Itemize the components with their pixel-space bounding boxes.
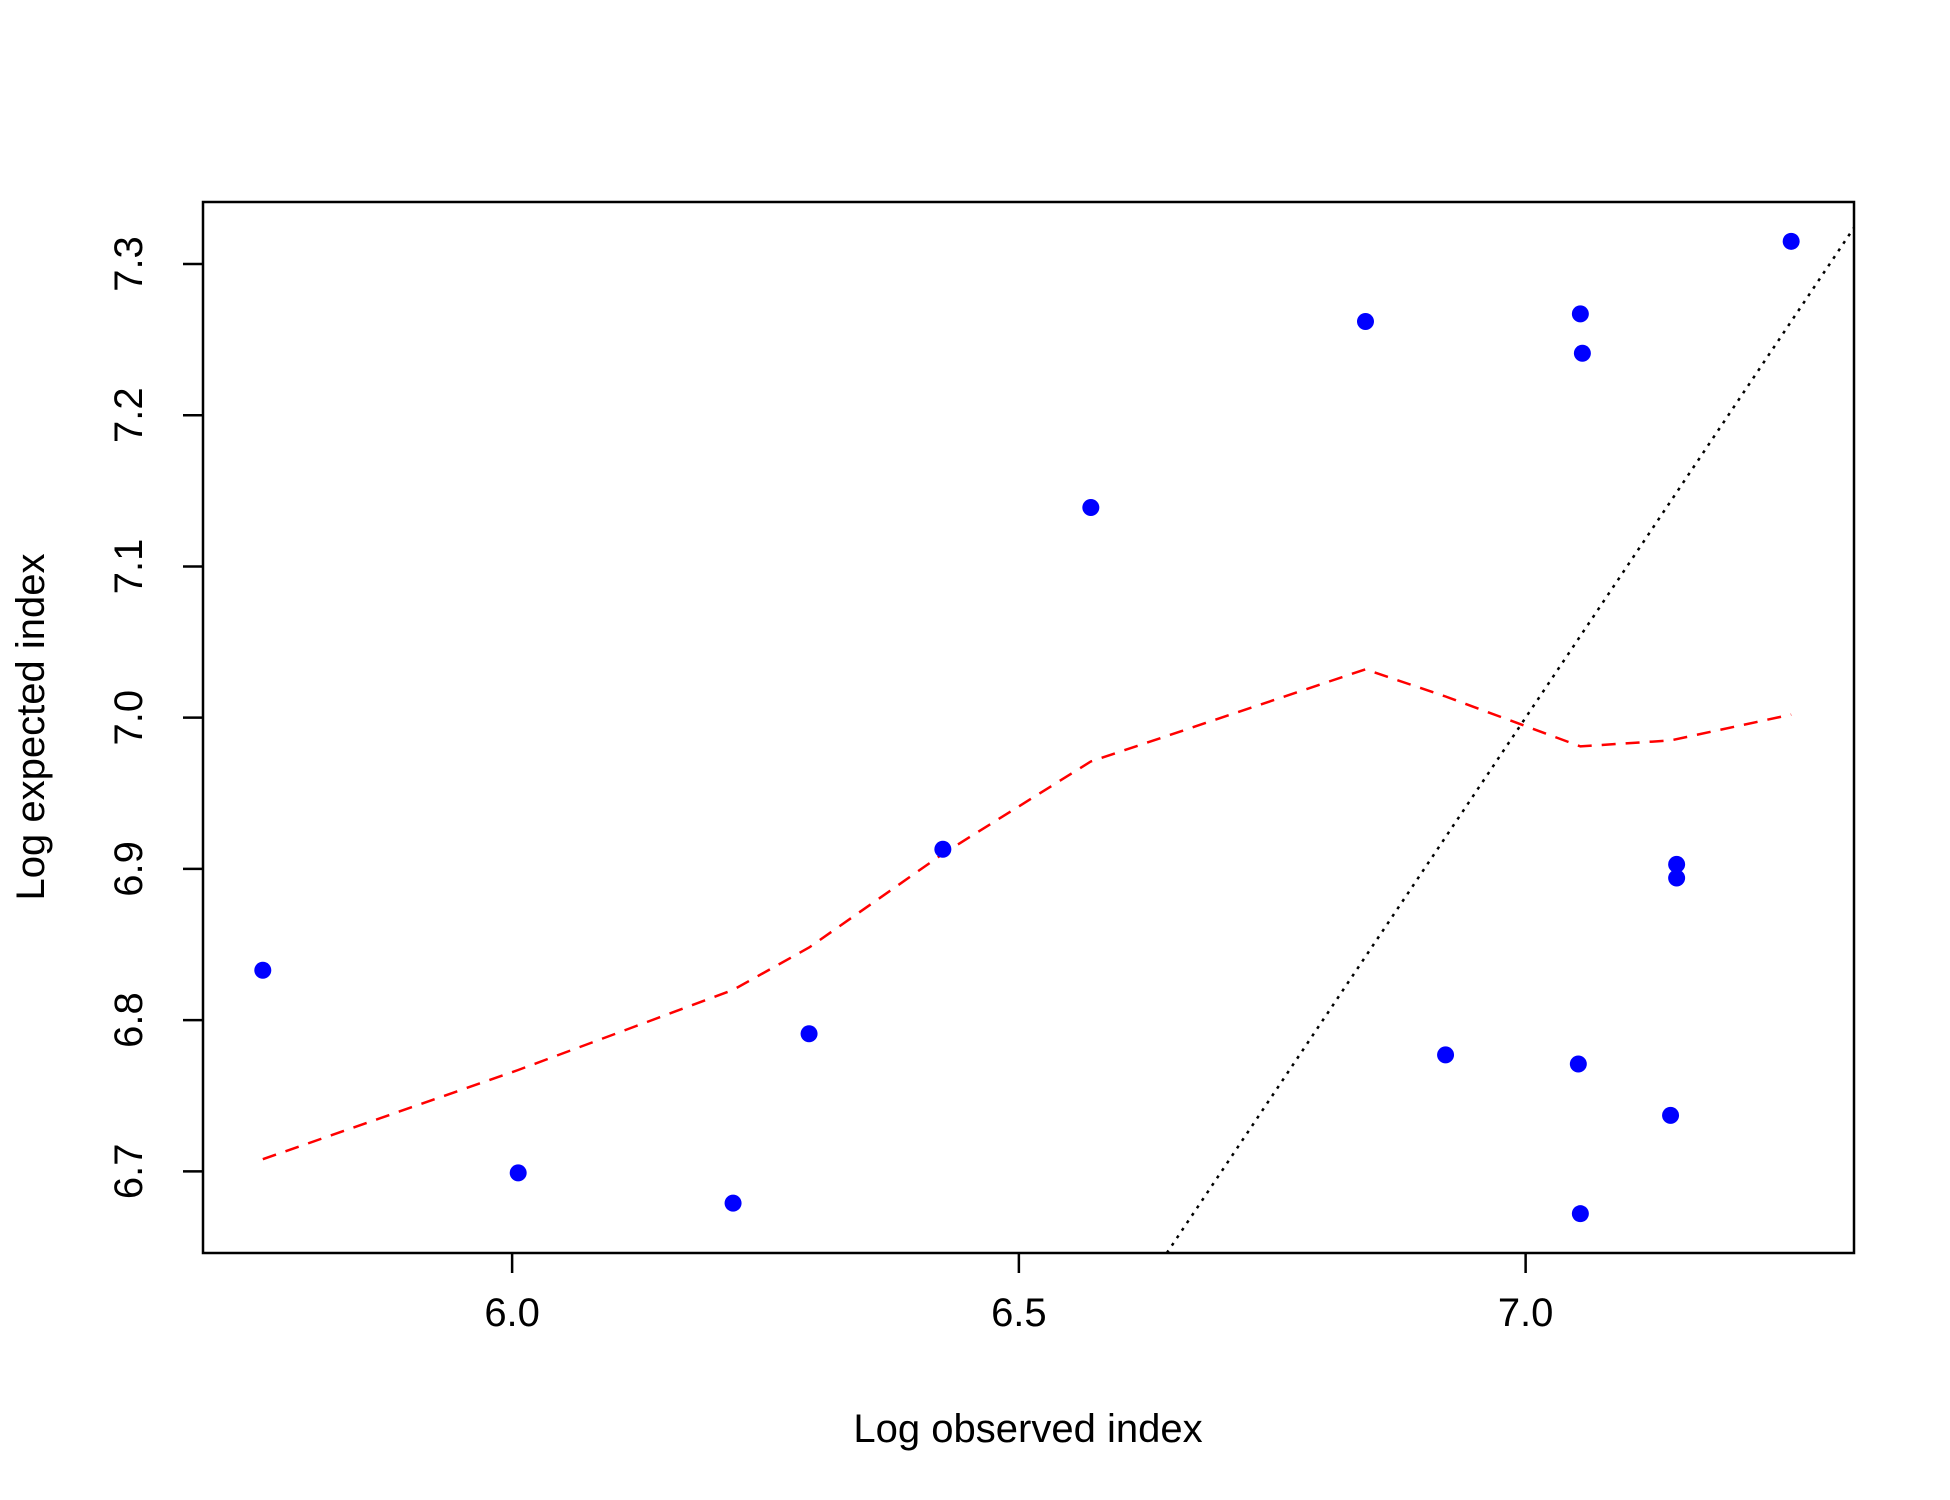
x-tick-label: 6.5 [991, 1291, 1047, 1335]
data-point [1356, 312, 1374, 330]
y-tick-label: 6.8 [107, 992, 151, 1048]
x-tick-label: 7.0 [1498, 1291, 1554, 1335]
x-tick-label: 6.0 [484, 1291, 540, 1335]
y-tick-label: 7.2 [107, 387, 151, 443]
y-axis-label: Log expected index [9, 554, 53, 901]
y-tick-label: 7.1 [107, 539, 151, 595]
data-point [1573, 344, 1591, 362]
data-point [1782, 232, 1800, 250]
data-point [509, 1164, 527, 1182]
plot-frame [201, 200, 1856, 1255]
y-tick-label: 6.9 [107, 841, 151, 897]
data-point [1571, 305, 1589, 323]
y-tick-label: 7.0 [107, 690, 151, 746]
reference-line [1165, 227, 1854, 1253]
x-axis-label: Log observed index [853, 1407, 1202, 1451]
smooth-trend-line [262, 667, 1792, 1161]
data-point [254, 961, 272, 979]
data-point [1668, 855, 1686, 873]
data-point [934, 840, 952, 858]
y-tick-label: 6.7 [107, 1143, 151, 1199]
data-point [800, 1025, 818, 1043]
y-tick-label: 7.3 [107, 236, 151, 292]
data-point [724, 1194, 742, 1212]
data-point [1569, 1055, 1587, 1073]
data-point [1668, 869, 1686, 887]
data-point [1082, 498, 1100, 516]
data-point [1571, 1205, 1589, 1223]
data-point [1437, 1046, 1455, 1064]
data-point [1662, 1106, 1680, 1124]
